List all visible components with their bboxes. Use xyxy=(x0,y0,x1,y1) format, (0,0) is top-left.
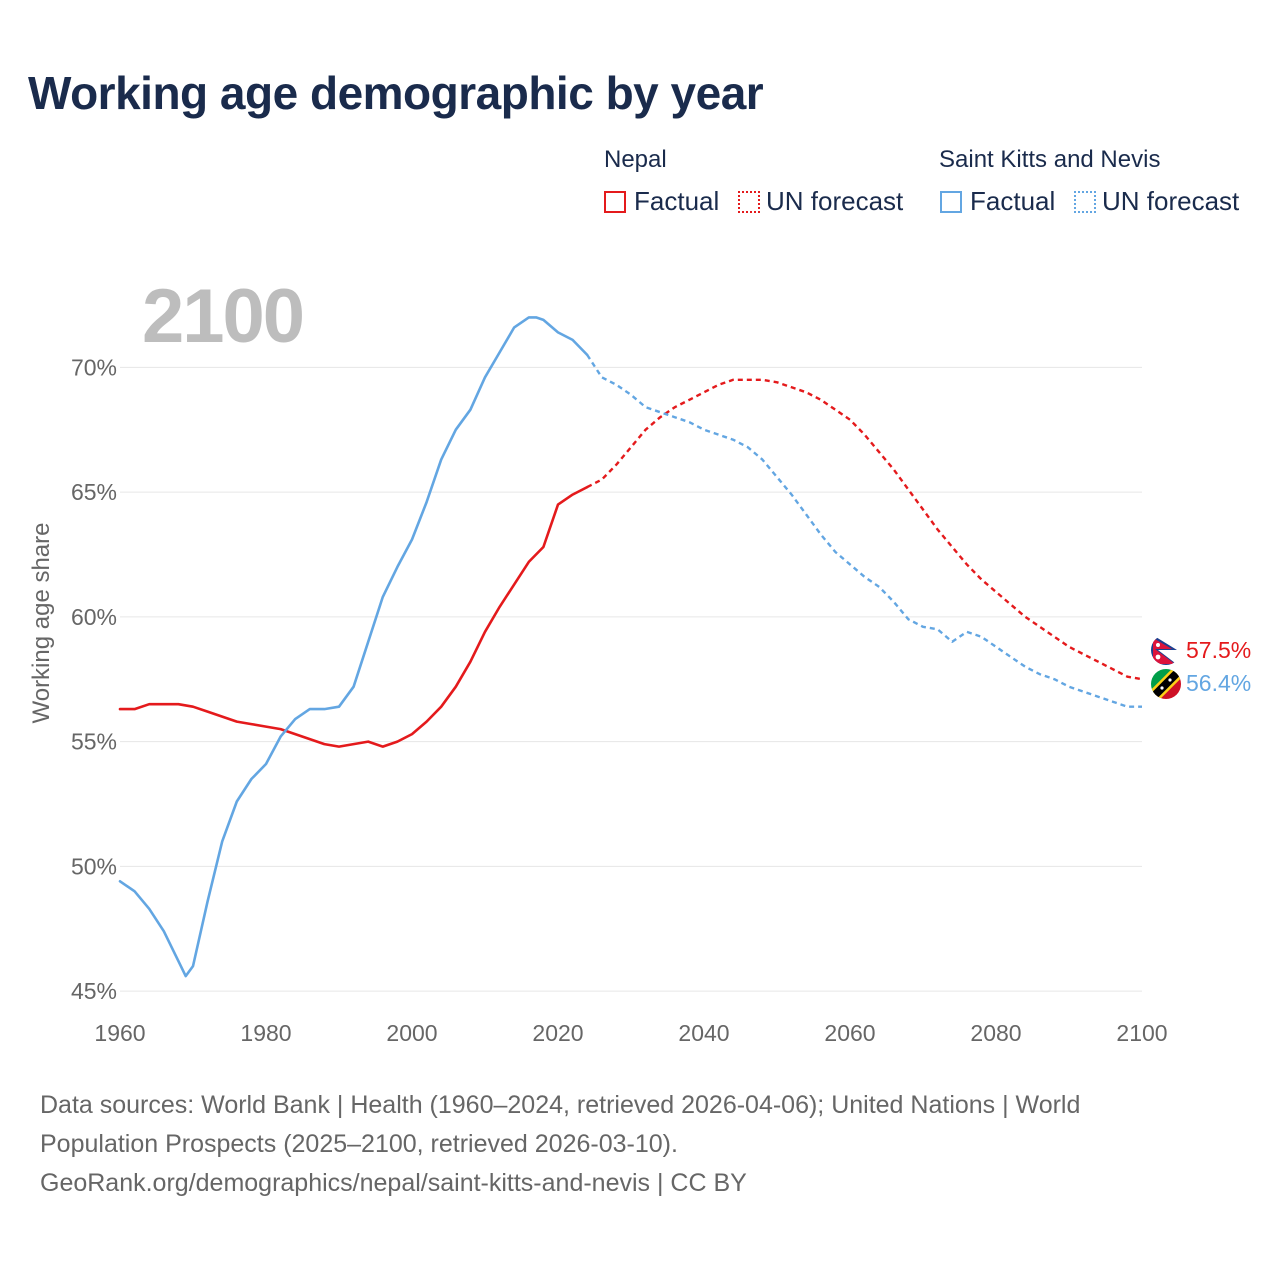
nepal-forecast-line[interactable] xyxy=(586,378,1143,681)
legend-skn-forecast[interactable]: UN forecast xyxy=(1074,186,1239,217)
y-axis-label: Working age share xyxy=(28,523,55,724)
nepal-flag-icon xyxy=(1150,634,1182,666)
skn-end-value-label: 56.4% xyxy=(1186,670,1251,696)
y-tick-label: 55% xyxy=(71,729,117,755)
y-axis-ticks: 45% 50% 55% 60% 65% 70% xyxy=(71,354,117,1004)
legend-nepal-forecast-swatch xyxy=(738,190,760,213)
legend-skn-forecast-label: UN forecast xyxy=(1102,186,1240,216)
series-lines xyxy=(118,316,1143,978)
x-axis-ticks: 1960 1980 2000 2020 2040 2060 2080 2100 xyxy=(94,1020,1167,1046)
chart-title: Working age demographic by year xyxy=(28,67,764,119)
data-sources: Data sources: World Bank | Health (1960–… xyxy=(40,1086,1240,1203)
y-tick-label: 70% xyxy=(71,354,117,380)
x-tick-label: 2100 xyxy=(1116,1020,1167,1046)
nepal-factual-line[interactable] xyxy=(118,485,589,748)
legend-skn-factual-label: Factual xyxy=(970,186,1056,216)
legend-nepal-factual-swatch xyxy=(604,190,626,213)
x-tick-label: 1980 xyxy=(240,1020,291,1046)
y-tick-label: 50% xyxy=(71,853,117,879)
legend-nepal-factual[interactable]: Factual xyxy=(604,186,719,217)
sources-line-1: Data sources: World Bank | Health (1960–… xyxy=(40,1091,1081,1119)
nepal-end-value-label: 57.5% xyxy=(1186,637,1251,663)
y-tick-label: 65% xyxy=(71,479,117,505)
x-tick-label: 2020 xyxy=(532,1020,583,1046)
legend-nepal-forecast-label: UN forecast xyxy=(766,186,904,216)
x-tick-label: 2040 xyxy=(678,1020,729,1046)
legend-skn-forecast-swatch xyxy=(1074,190,1096,213)
sources-line-2: Population Prospects (2025–2100, retriev… xyxy=(40,1130,678,1158)
legend-title-nepal: Nepal xyxy=(604,146,667,173)
x-tick-label: 1960 xyxy=(94,1020,145,1046)
legend-nepal-factual-label: Factual xyxy=(634,186,720,216)
skn-factual-line[interactable] xyxy=(118,316,589,978)
x-tick-label: 2000 xyxy=(386,1020,437,1046)
legend-title-skn: Saint Kitts and Nevis xyxy=(939,146,1161,173)
x-tick-label: 2080 xyxy=(970,1020,1021,1046)
x-tick-label: 2060 xyxy=(824,1020,875,1046)
skn-forecast-line[interactable] xyxy=(586,354,1142,708)
gridlines xyxy=(120,366,1142,992)
y-tick-label: 60% xyxy=(71,604,117,630)
legend-skn-factual[interactable]: Factual xyxy=(940,186,1055,217)
y-tick-label: 45% xyxy=(71,978,117,1004)
year-watermark: 2100 xyxy=(142,274,303,359)
legend-skn-factual-swatch xyxy=(940,190,962,213)
saint-kitts-flag-icon xyxy=(1150,668,1182,700)
sources-line-3[interactable]: GeoRank.org/demographics/nepal/saint-kit… xyxy=(40,1169,747,1197)
legend-nepal-forecast[interactable]: UN forecast xyxy=(738,186,903,217)
